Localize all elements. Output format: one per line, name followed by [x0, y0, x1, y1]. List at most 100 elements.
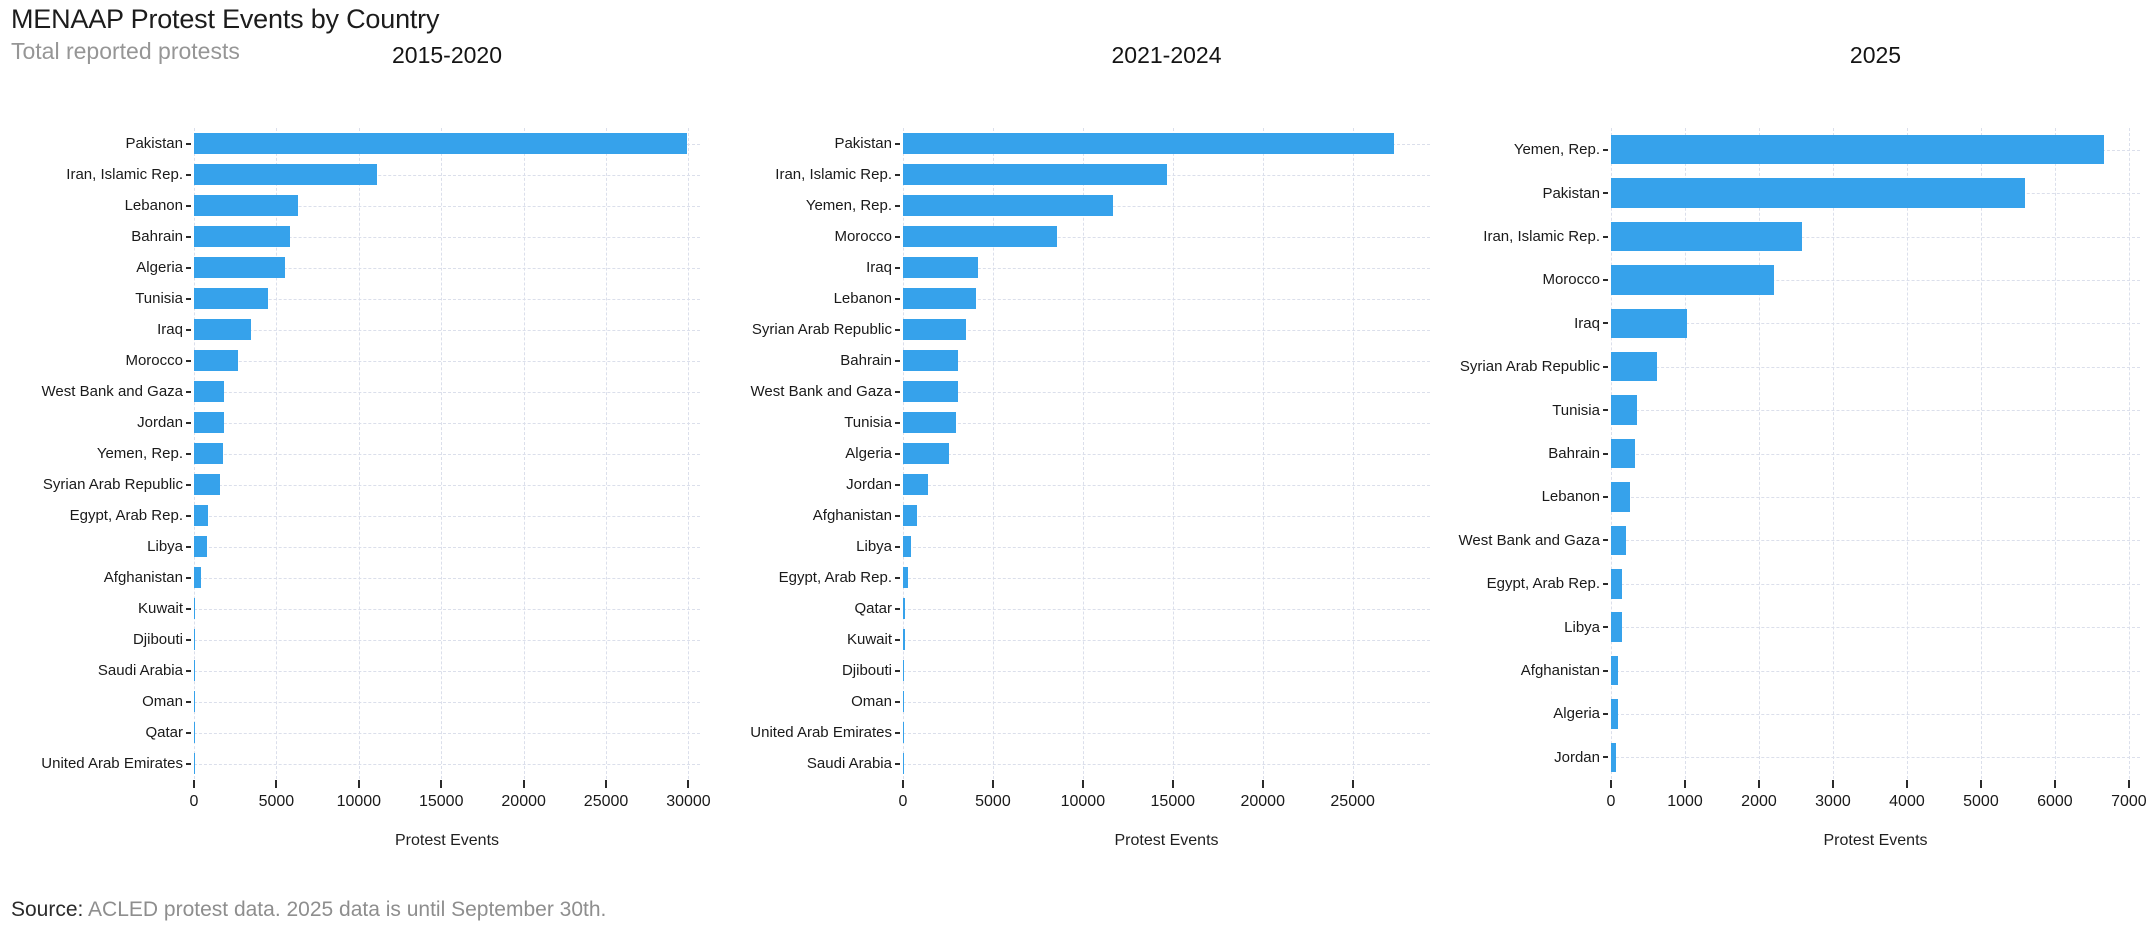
country-label: Afghanistan	[103, 569, 183, 586]
country-label: Iraq	[1574, 314, 1600, 332]
bar-track	[903, 128, 1430, 159]
bar-track	[1611, 649, 2140, 692]
row-gridline	[1611, 583, 2140, 585]
bar-row: Lebanon	[705, 283, 1430, 314]
country-label: Lebanon	[124, 197, 183, 214]
row-gridline	[1611, 713, 2140, 715]
country-label: Afghanistan	[1520, 662, 1600, 680]
bar	[1611, 699, 1618, 729]
bar-row: Jordan	[0, 407, 700, 438]
row-gridline	[194, 267, 700, 269]
bar-track	[1611, 388, 2140, 431]
bar-track	[903, 717, 1430, 748]
bar	[194, 287, 269, 310]
bar	[194, 597, 195, 620]
row-gridline	[1611, 410, 2140, 412]
bar-row: Egypt, Arab Rep.	[0, 500, 700, 531]
bar-track	[903, 748, 1430, 779]
bar-row: Algeria	[0, 252, 700, 283]
bar-row: Oman	[0, 686, 700, 717]
bar	[903, 597, 905, 620]
x-tick-label: 15000	[418, 793, 464, 810]
row-gridline	[194, 236, 700, 238]
x-tick-label: 0	[898, 793, 908, 810]
row-gridline	[1611, 279, 2140, 281]
y-tick-mark	[186, 607, 194, 610]
row-gridline	[903, 639, 1430, 641]
y-tick-mark	[1603, 278, 1611, 281]
bar	[903, 628, 905, 651]
bar-track	[194, 190, 700, 221]
country-label: Iran, Islamic Rep.	[775, 166, 892, 183]
country-label: Afghanistan	[812, 507, 892, 524]
y-tick-mark	[186, 235, 194, 238]
bar-row: Afghanistan	[1413, 649, 2140, 692]
y-tick-mark	[1603, 235, 1611, 238]
country-label: West Bank and Gaza	[750, 383, 892, 400]
bar	[194, 194, 298, 217]
y-tick-mark	[186, 731, 194, 734]
bar	[903, 132, 1395, 155]
bar-track	[903, 252, 1430, 283]
bar-track	[194, 686, 700, 717]
source-note: Source: ACLED protest data. 2025 data is…	[11, 898, 606, 922]
y-tick-mark	[895, 638, 903, 641]
country-label: Iraq	[157, 321, 183, 338]
bar	[1611, 221, 1802, 252]
x-tick-mark	[1351, 780, 1354, 788]
bar-row: United Arab Emirates	[0, 748, 700, 779]
x-tick-label: 7000	[2111, 793, 2147, 810]
country-label: Syrian Arab Republic	[1459, 358, 1600, 376]
y-tick-mark	[1603, 495, 1611, 498]
bar	[903, 442, 950, 465]
bar-row: Pakistan	[0, 128, 700, 159]
bar	[194, 473, 220, 496]
country-label: Pakistan	[834, 135, 892, 152]
row-gridline	[903, 205, 1430, 207]
bar-track	[1611, 605, 2140, 648]
y-tick-mark	[895, 731, 903, 734]
x-tick-mark	[193, 780, 195, 788]
bar-track	[194, 345, 700, 376]
bar-track	[903, 469, 1430, 500]
row-gridline	[903, 329, 1430, 331]
bar	[194, 318, 251, 341]
bar	[194, 349, 239, 372]
row-gridline	[1611, 496, 2140, 498]
country-label: West Bank and Gaza	[41, 383, 183, 400]
bar-row: Syrian Arab Republic	[1413, 345, 2140, 388]
bar-row: Saudi Arabia	[705, 748, 1430, 779]
bar-track	[194, 252, 700, 283]
country-label: Jordan	[1554, 748, 1600, 766]
bar-track	[1611, 258, 2140, 301]
bar	[1611, 395, 1637, 425]
row-gridline	[903, 670, 1430, 672]
bar-row: Tunisia	[705, 407, 1430, 438]
y-tick-mark	[186, 142, 194, 145]
x-tick-label: 30000	[666, 793, 711, 810]
y-tick-mark	[1603, 669, 1611, 672]
country-label: Egypt, Arab Rep.	[1486, 575, 1600, 593]
y-tick-mark	[186, 266, 194, 269]
bar-row: Djibouti	[0, 624, 700, 655]
bar	[1611, 612, 1623, 642]
bar-track	[903, 283, 1430, 314]
y-tick-mark	[1603, 756, 1611, 759]
bar-row: Yemen, Rep.	[1413, 128, 2140, 171]
y-tick-mark	[1603, 452, 1611, 455]
row-gridline	[194, 608, 700, 610]
y-tick-mark	[186, 669, 194, 672]
row-gridline	[194, 391, 700, 393]
source-text: ACLED protest data. 2025 data is until S…	[83, 898, 607, 921]
bar-row: Jordan	[705, 469, 1430, 500]
country-label: Morocco	[125, 352, 183, 369]
row-gridline	[903, 608, 1430, 610]
bar-row: West Bank and Gaza	[705, 376, 1430, 407]
bar-track	[1611, 215, 2140, 258]
y-tick-mark	[186, 297, 194, 300]
bar-row: Kuwait	[0, 593, 700, 624]
country-label: Iran, Islamic Rep.	[1483, 228, 1600, 246]
row-gridline	[194, 453, 700, 455]
y-tick-mark	[895, 328, 903, 331]
row-gridline	[903, 546, 1430, 548]
